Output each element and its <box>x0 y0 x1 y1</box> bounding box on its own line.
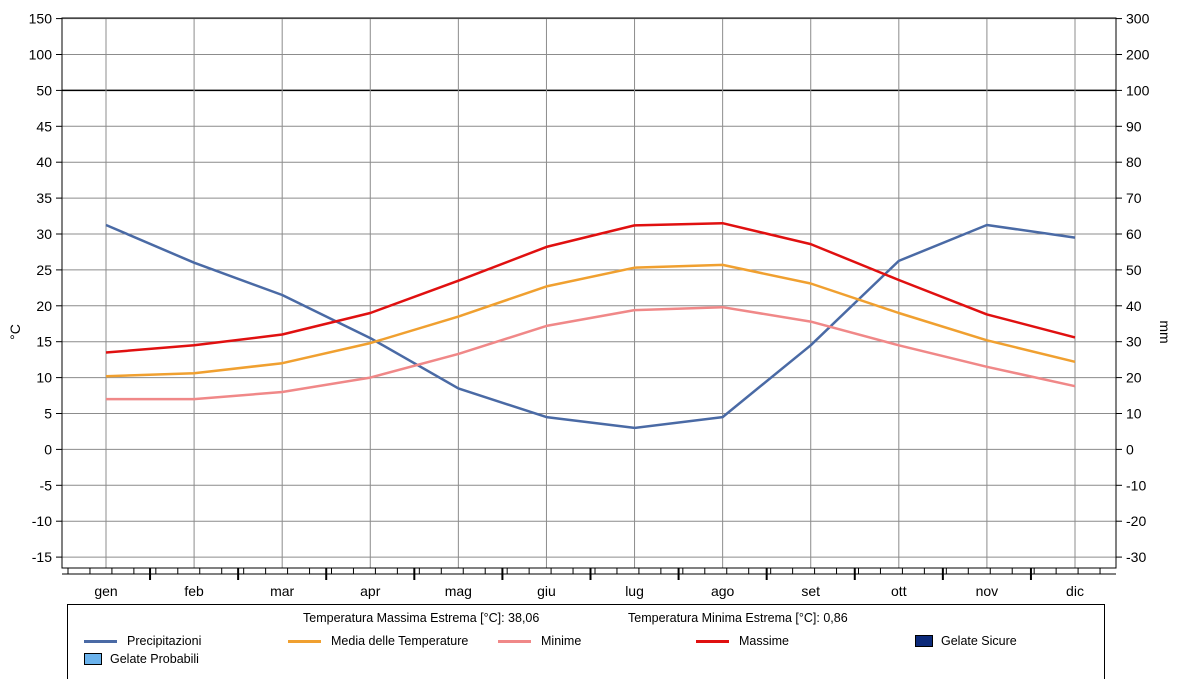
left-tick-label: 150 <box>29 11 53 27</box>
left-tick-label: 20 <box>36 298 52 314</box>
series-lines <box>105 221 1076 430</box>
legend-label-gelate-sicure: Gelate Sicure <box>941 634 1017 648</box>
x-tick-label: apr <box>360 583 381 599</box>
left-tick-label: -10 <box>32 513 52 529</box>
right-tick-label: 30 <box>1126 334 1142 350</box>
right-tick-label: 20 <box>1126 370 1142 386</box>
legend-item-media: Media delle Temperature <box>288 634 468 648</box>
left-tick-label: 5 <box>44 406 52 422</box>
legend-box: Temperatura Massima Estrema [°C]: 38,06 … <box>67 604 1105 679</box>
legend-label-media: Media delle Temperature <box>331 634 469 648</box>
x-tick-label: set <box>801 583 820 599</box>
left-tick-label: 50 <box>36 82 52 98</box>
right-tick-label: 10 <box>1126 406 1142 422</box>
left-tick-label: 40 <box>36 154 52 170</box>
right-tick-label: 70 <box>1126 190 1142 206</box>
legend-swatch-gelate-sicure <box>915 635 933 647</box>
legend-label-massime: Massime <box>739 634 790 648</box>
left-tick-label: 0 <box>44 441 52 457</box>
legend-item-minime: Minime <box>498 634 581 648</box>
right-tick-label: 0 <box>1126 441 1134 457</box>
right-tick-label: 50 <box>1126 262 1142 278</box>
legend-item-precipitazioni: Precipitazioni <box>84 634 201 648</box>
x-tick-label: giu <box>537 583 556 599</box>
x-axis-ticks: gen feb mar apr mag giu lug ago set ott nov dic <box>94 583 1084 599</box>
x-tick-label: dic <box>1066 583 1084 599</box>
legend-label-minime: Minime <box>541 634 582 648</box>
x-tick-label: mag <box>445 583 472 599</box>
legend-swatch-massime <box>696 639 729 643</box>
legend-swatch-precipitazioni <box>84 639 117 643</box>
right-tick-label: -20 <box>1126 513 1146 529</box>
legend-item-gelate-probabili: Gelate Probabili <box>84 652 199 666</box>
left-tick-label: -5 <box>40 477 53 493</box>
right-tick-label: 80 <box>1126 154 1142 170</box>
left-tick-label: 25 <box>36 262 52 278</box>
left-axis-label: °C <box>7 324 23 340</box>
x-tick-label: lug <box>625 583 644 599</box>
right-tick-label: -10 <box>1126 477 1146 493</box>
right-tick-label: 100 <box>1126 82 1150 98</box>
left-tick-label: 35 <box>36 190 52 206</box>
x-tick-label: ago <box>711 583 735 599</box>
right-tick-label: -30 <box>1126 549 1146 565</box>
legend-swatch-media <box>288 639 321 643</box>
legend-item-massime: Massime <box>696 634 789 648</box>
legend-swatch-gelate-probabili <box>84 653 102 665</box>
legend-label-gelate-probabili: Gelate Probabili <box>110 652 199 666</box>
right-tick-label: 60 <box>1126 226 1142 242</box>
left-tick-label: 30 <box>36 226 52 242</box>
left-tick-label: 15 <box>36 334 52 350</box>
left-tick-label: 10 <box>36 370 52 386</box>
right-tick-label: 90 <box>1126 118 1142 134</box>
legend-item-gelate-sicure: Gelate Sicure <box>915 634 1017 648</box>
extreme-min-text: Temperatura Minima Estrema [°C]: 0,86 <box>628 611 848 625</box>
right-axis-label: mm <box>1157 320 1173 343</box>
extreme-max-text: Temperatura Massima Estrema [°C]: 38,06 <box>303 611 540 625</box>
right-tick-label: 300 <box>1126 11 1150 27</box>
left-tick-label: -15 <box>32 549 52 565</box>
x-tick-label: mar <box>270 583 294 599</box>
right-tick-label: 200 <box>1126 47 1150 63</box>
plot-frame <box>61 17 1117 580</box>
right-tick-label: 40 <box>1126 298 1142 314</box>
series-line-massime <box>105 221 1076 354</box>
plot-border <box>61 17 1117 569</box>
series-line-precipitazioni <box>105 223 1076 430</box>
x-tick-label: nov <box>976 583 999 599</box>
legend-swatch-minime <box>498 639 531 643</box>
x-tick-label: feb <box>184 583 204 599</box>
left-tick-label: 45 <box>36 118 52 134</box>
x-tick-label: ott <box>891 583 907 599</box>
series-line-minime <box>106 305 1076 401</box>
grid-lines <box>62 18 1116 568</box>
left-tick-label: 100 <box>29 47 53 63</box>
x-tick-label: gen <box>94 583 117 599</box>
legend-label-precipitazioni: Precipitazioni <box>127 634 202 648</box>
series-line-media-delle-temperature <box>105 263 1076 378</box>
